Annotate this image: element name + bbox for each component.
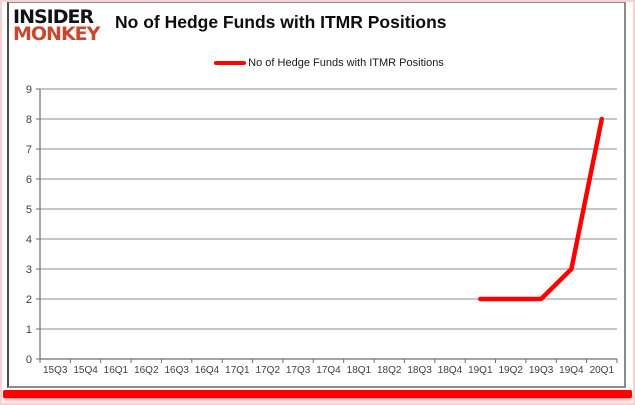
insider-monkey-logo: INSIDER MONKEY [13,6,100,46]
chart-title: No of Hedge Funds with ITMR Positions [115,12,447,32]
chart-frame: INSIDER MONKEY No of Hedge Funds with IT… [7,2,626,388]
svg-text:16Q1: 16Q1 [104,365,129,376]
svg-text:5: 5 [26,204,32,216]
svg-text:16Q4: 16Q4 [195,365,220,376]
svg-text:2: 2 [26,294,32,306]
svg-text:9: 9 [26,84,32,96]
svg-text:3: 3 [26,264,32,276]
svg-text:17Q3: 17Q3 [286,365,311,376]
svg-text:19Q4: 19Q4 [559,365,584,376]
legend-line-swatch [214,61,247,65]
svg-text:16Q3: 16Q3 [164,365,189,376]
svg-text:15Q3: 15Q3 [43,365,68,376]
svg-text:20Q1: 20Q1 [590,365,615,376]
logo-line-monkey: MONKEY [13,23,100,46]
svg-text:6: 6 [26,174,32,186]
bottom-red-bar [3,390,632,398]
svg-text:16Q2: 16Q2 [134,365,159,376]
chart-legend: No of Hedge Funds with ITMR Positions [39,57,619,69]
svg-text:19Q2: 19Q2 [498,365,523,376]
svg-text:17Q4: 17Q4 [316,365,341,376]
legend-label: No of Hedge Funds with ITMR Positions [248,57,444,69]
svg-text:1: 1 [26,324,32,336]
line-chart: 0 1 2 3 4 5 6 7 8 9 15Q3 15Q4 16Q1 16Q2 16Q3 16Q4 17Q1 17… [26,84,618,376]
svg-text:19Q1: 19Q1 [468,365,493,376]
svg-text:19Q3: 19Q3 [529,365,554,376]
svg-text:18Q1: 18Q1 [347,365,372,376]
svg-text:8: 8 [26,114,32,126]
svg-text:18Q4: 18Q4 [438,365,463,376]
svg-text:15Q4: 15Q4 [73,365,98,376]
svg-text:18Q3: 18Q3 [407,365,432,376]
svg-text:7: 7 [26,144,32,156]
svg-text:18Q2: 18Q2 [377,365,402,376]
svg-text:4: 4 [26,234,32,246]
svg-text:0: 0 [26,354,32,366]
logo-line-insider: INSIDER [13,6,94,28]
svg-text:17Q2: 17Q2 [256,365,281,376]
svg-text:17Q1: 17Q1 [225,365,250,376]
